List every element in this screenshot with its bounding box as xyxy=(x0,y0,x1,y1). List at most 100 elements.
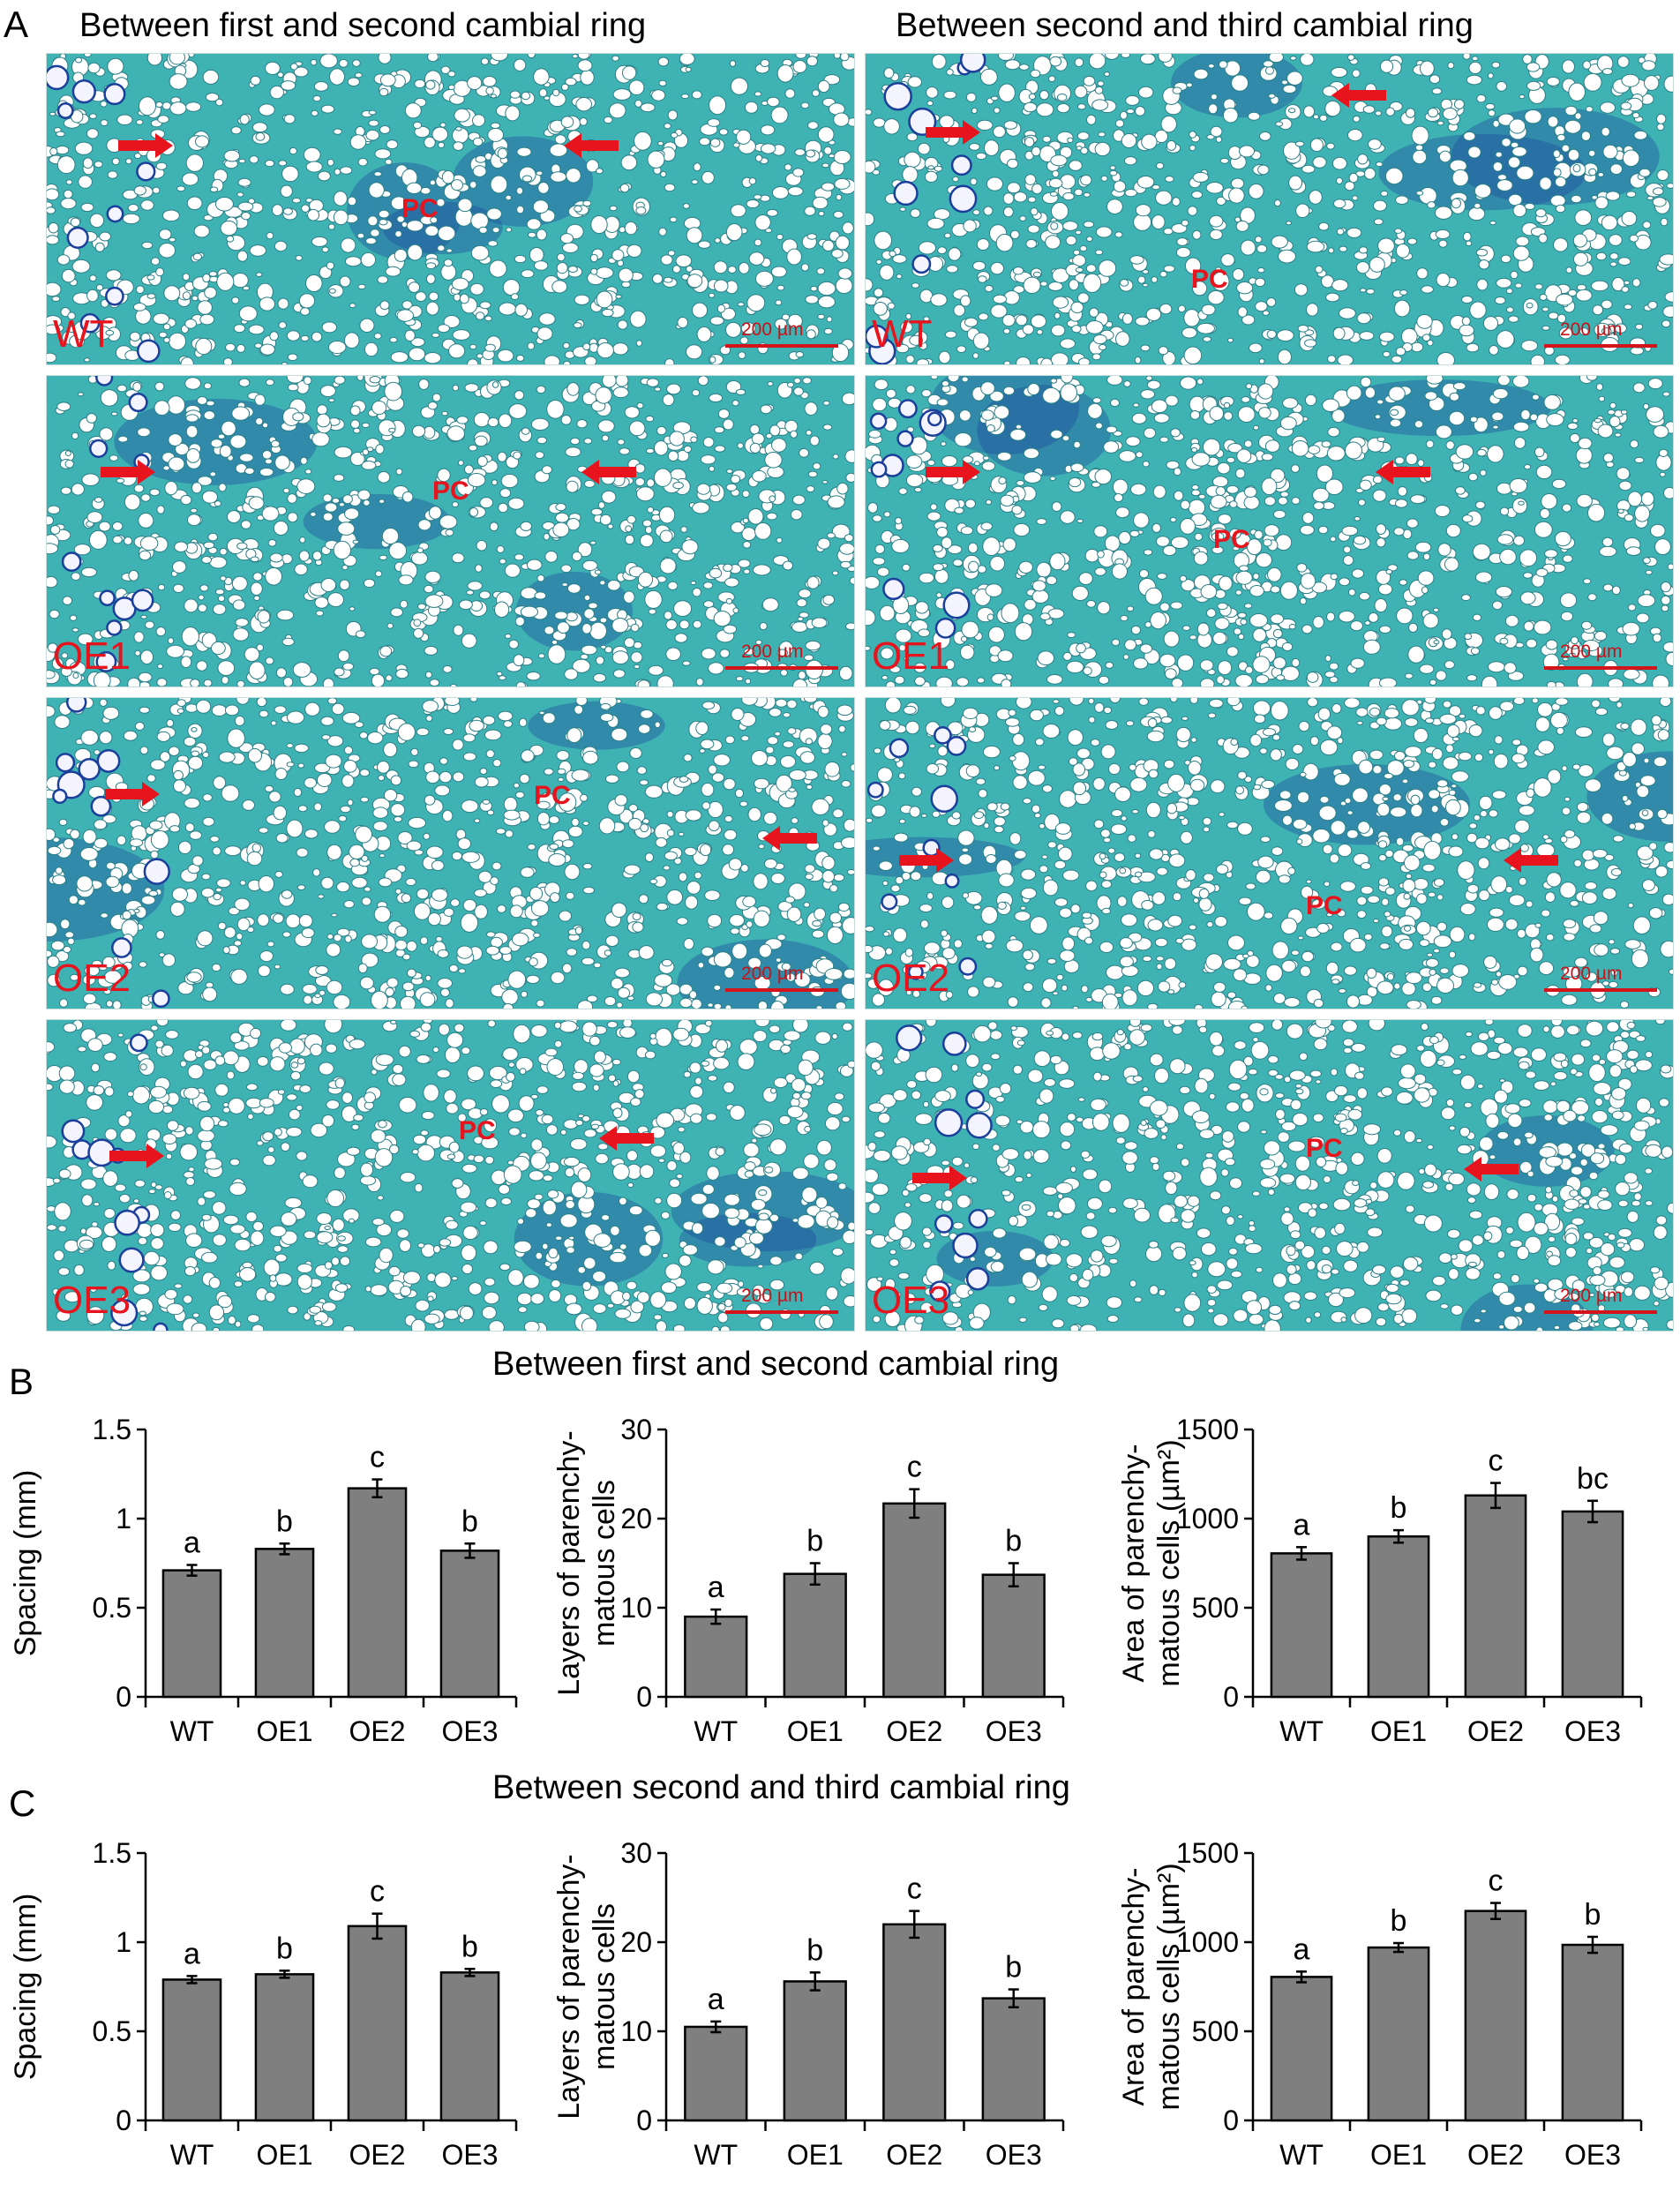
scale-bar-label: 200 µm xyxy=(741,964,804,984)
parenchyma-region-label: PC xyxy=(1191,265,1228,294)
bar-oe1 xyxy=(254,1973,315,2122)
y-tick-label: 1000 xyxy=(1176,1926,1239,1958)
scale-bar-label: 200 µm xyxy=(1560,964,1623,984)
arrow-left-icon xyxy=(1464,1157,1519,1182)
y-tick-label: 500 xyxy=(1192,1592,1239,1624)
arrow-left-icon xyxy=(762,826,817,851)
x-tick-label: OE2 xyxy=(1467,1715,1524,1747)
significance-letter: b xyxy=(1005,1525,1022,1558)
significance-letter: c xyxy=(370,1875,385,1909)
chart-spacing-first-second: 0 0.5 1 1.5 a WT b OE1 c OE2 b OE3 Spacing (mm) xyxy=(9,1414,518,1747)
significance-letter: b xyxy=(276,1504,293,1538)
arrow-left-icon xyxy=(564,133,619,158)
x-tick-label: OE2 xyxy=(349,2139,405,2171)
arrow-left-icon xyxy=(1504,848,1558,873)
parenchyma-region-label: PC xyxy=(1306,891,1343,920)
x-tick-label: WT xyxy=(694,1715,738,1747)
parenchyma-region-label: PC xyxy=(1306,1134,1343,1163)
panel-b-letter: B xyxy=(9,1361,34,1402)
x-tick-label: OE3 xyxy=(986,1715,1042,1747)
arrow-right-icon xyxy=(926,120,980,145)
parenchyma-region-label: PC xyxy=(401,194,439,223)
micrograph-oe3-col1 xyxy=(46,1019,855,1332)
bar-oe1 xyxy=(1367,1946,1430,2122)
significance-letter: b xyxy=(806,1525,823,1558)
micrograph-oe3-col2 xyxy=(865,1019,1674,1332)
bar-wt xyxy=(684,2025,748,2122)
micrograph-wt-col1 xyxy=(46,53,855,365)
micrograph-oe1-col2 xyxy=(865,375,1674,687)
arrow-left-icon xyxy=(1376,460,1430,484)
panel-a-column-title-left: Between first and second cambial ring xyxy=(79,7,647,44)
y-tick-label: 1500 xyxy=(1176,1837,1239,1869)
significance-letter: a xyxy=(184,1937,200,1970)
y-axis-label: Spacing (mm) xyxy=(9,1894,42,2081)
scale-bar-label: 200 µm xyxy=(1560,642,1623,662)
x-tick-label: WT xyxy=(170,1715,214,1747)
arrow-left-icon xyxy=(599,1126,654,1151)
x-tick-label: WT xyxy=(694,2139,738,2171)
y-axis-label: Spacing (mm) xyxy=(9,1470,42,1657)
y-tick-label: 1.5 xyxy=(93,1837,131,1869)
y-axis-label: matous cells xyxy=(588,1903,621,2070)
scale-bar-label: 200 µm xyxy=(741,319,804,340)
significance-letter: a xyxy=(708,1571,724,1604)
y-tick-label: 0 xyxy=(636,1681,652,1713)
significance-letter: b xyxy=(1005,1951,1022,1985)
significance-letter: b xyxy=(276,1932,293,1965)
micrograph-oe1-col1 xyxy=(46,375,855,687)
x-tick-label: OE1 xyxy=(787,1715,844,1747)
x-tick-label: WT xyxy=(1279,2139,1324,2171)
x-tick-label: OE3 xyxy=(441,1715,498,1747)
scale-bar xyxy=(725,988,838,992)
bar-oe3 xyxy=(1561,1510,1624,1699)
micrograph-oe2-col2 xyxy=(865,697,1674,1009)
bar-oe3 xyxy=(981,1573,1046,1699)
y-axis-label: Area of parenchy- xyxy=(1117,1444,1151,1682)
x-tick-label: OE2 xyxy=(886,1715,942,1747)
bar-oe1 xyxy=(783,1980,847,2122)
x-tick-label: OE3 xyxy=(1564,2139,1621,2171)
y-tick-label: 30 xyxy=(620,1414,652,1445)
x-tick-label: OE1 xyxy=(256,2139,312,2171)
significance-letter: b xyxy=(1585,1898,1601,1932)
bar-oe2 xyxy=(882,1923,947,2122)
parenchyma-region-label: PC xyxy=(534,781,571,810)
bar-oe3 xyxy=(1561,1943,1624,2122)
significance-letter: c xyxy=(1489,1444,1504,1478)
y-tick-label: 1 xyxy=(116,1926,131,1958)
significance-letter: c xyxy=(907,1872,922,1906)
x-tick-label: OE1 xyxy=(787,2139,844,2171)
micrograph-wt-col2 xyxy=(865,53,1674,365)
y-tick-label: 500 xyxy=(1192,2015,1239,2047)
arrow-right-icon xyxy=(926,460,980,484)
y-tick-label: 0 xyxy=(116,2105,131,2136)
bar-oe2 xyxy=(882,1502,947,1699)
bar-wt xyxy=(1270,1552,1333,1699)
bar-oe2 xyxy=(347,1487,408,1699)
x-tick-label: OE1 xyxy=(256,1715,312,1747)
significance-letter: b xyxy=(806,1933,823,1967)
arrow-right-icon xyxy=(105,782,160,807)
x-tick-label: OE1 xyxy=(1370,1715,1427,1747)
y-tick-label: 20 xyxy=(620,1926,652,1958)
y-tick-label: 10 xyxy=(620,1592,652,1624)
x-tick-label: OE2 xyxy=(1467,2139,1524,2171)
chart-layers-first-second: 0 10 20 30 a WT b OE1 c OE2 b OE3 Layers of parenchy… xyxy=(552,1414,1065,1747)
significance-letter: c xyxy=(907,1451,922,1484)
y-tick-label: 1.5 xyxy=(93,1414,131,1445)
micrograph-line-label: OE1 xyxy=(53,634,131,678)
bar-oe1 xyxy=(1367,1534,1430,1699)
y-axis-label: Layers of parenchy- xyxy=(552,1430,586,1696)
micrograph-line-label: WT xyxy=(53,312,114,356)
scale-bar xyxy=(1544,1310,1657,1314)
arrow-left-icon xyxy=(1331,83,1386,108)
bar-oe3 xyxy=(439,1971,500,2122)
panel-a-column-title-right: Between second and third cambial ring xyxy=(896,7,1474,44)
bar-wt xyxy=(161,1978,222,2122)
parenchyma-region-label: PC xyxy=(432,476,469,506)
scale-bar xyxy=(1544,988,1657,992)
arrow-right-icon xyxy=(118,133,173,158)
scale-bar-label: 200 µm xyxy=(1560,319,1623,340)
x-tick-label: OE2 xyxy=(886,2139,942,2171)
